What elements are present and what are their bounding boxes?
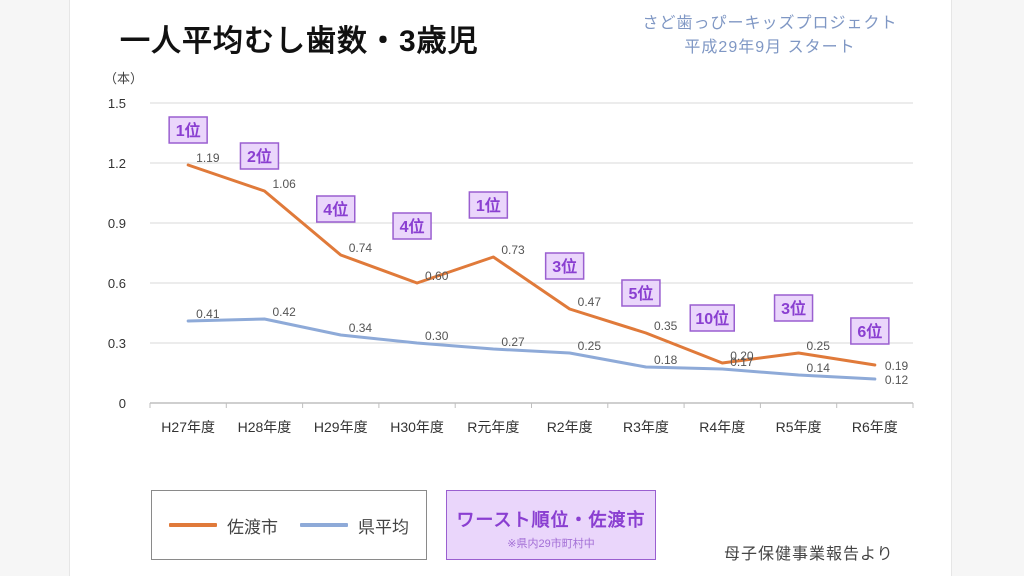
series-line-sado <box>186 163 877 367</box>
y-tick-label: 1.2 <box>108 156 126 171</box>
x-tick-label: H30年度 <box>390 419 444 435</box>
data-label-prefecture: 0.12 <box>885 373 909 387</box>
rank-badge <box>468 191 509 219</box>
rank-badge <box>316 195 356 223</box>
data-label-prefecture: 0.41 <box>196 307 220 321</box>
rank-badge <box>850 317 890 345</box>
rank-badge-label: 2位 <box>247 147 272 166</box>
legend-swatch-sado <box>169 523 217 527</box>
rank-badge <box>544 252 585 280</box>
worst-rank-subtitle: ※県内29市町村中 <box>507 538 595 550</box>
data-label-sado: 0.60 <box>425 269 449 283</box>
y-tick-label: 0.9 <box>108 216 126 231</box>
data-label-sado: 1.19 <box>196 151 220 165</box>
worst-rank-title: ワースト順位・佐渡市 <box>456 510 646 530</box>
chart-title: 一人平均むし歯数・3歳児 <box>120 25 479 58</box>
rank-badge-label: 1位 <box>476 196 501 215</box>
x-tick-label: R3年度 <box>623 419 669 435</box>
data-label-prefecture: 0.14 <box>807 361 831 375</box>
x-tick-label: R5年度 <box>776 419 822 435</box>
rank-badge <box>392 212 432 240</box>
y-axis-unit-label: （本） <box>104 71 144 86</box>
y-tick-label: 0.6 <box>108 276 126 291</box>
rank-badge <box>773 294 814 322</box>
data-label-prefecture: 0.27 <box>501 335 525 349</box>
x-tick-label: R2年度 <box>547 419 593 435</box>
rank-badge-label: 3位 <box>552 257 577 276</box>
rank-badge-label: 4位 <box>323 200 348 219</box>
data-label-prefecture: 0.34 <box>349 321 373 335</box>
data-label-prefecture: 0.18 <box>654 353 678 367</box>
data-source: 母子保健事業報告より <box>724 546 894 563</box>
legend-item-prefecture: 県平均 <box>300 513 409 538</box>
legend: 佐渡市 県平均 <box>151 490 427 560</box>
legend-label-prefecture: 県平均 <box>358 517 409 537</box>
data-label-sado: 0.35 <box>654 319 678 333</box>
x-tick-label: R6年度 <box>852 419 898 435</box>
rank-badge-label: 3位 <box>781 299 806 318</box>
x-tick-label: R4年度 <box>699 419 745 435</box>
data-label-sado: 0.47 <box>578 295 602 309</box>
x-tick-label: H28年度 <box>238 419 292 435</box>
project-caption: さど歯っぴーキッズプロジェクト 平成29年9月 スタート <box>620 12 920 60</box>
y-tick-label: 0.3 <box>108 336 126 351</box>
x-tick-label: H29年度 <box>314 419 368 435</box>
page-background <box>69 0 952 576</box>
data-label-prefecture: 0.17 <box>730 355 754 369</box>
data-label-prefecture: 0.30 <box>425 329 449 343</box>
data-label-sado: 0.74 <box>349 241 373 255</box>
project-start: 平成29年9月 スタート <box>684 39 856 56</box>
rank-badge-label: 1位 <box>176 121 201 140</box>
y-tick-label: 1.5 <box>108 96 126 111</box>
x-tick-label: R元年度 <box>467 419 519 435</box>
rank-badge <box>168 116 208 144</box>
worst-rank-note: ワースト順位・佐渡市 ※県内29市町村中 <box>446 490 656 560</box>
data-label-prefecture: 0.42 <box>272 305 296 319</box>
data-label-prefecture: 0.25 <box>578 339 602 353</box>
data-label-sado: 0.25 <box>807 339 831 353</box>
rank-badge-label: 5位 <box>628 284 653 303</box>
legend-item-sado: 佐渡市 <box>169 513 278 538</box>
rank-badge <box>239 142 280 170</box>
data-label-sado: 0.19 <box>885 359 909 373</box>
rank-badge-label: 4位 <box>400 217 425 236</box>
legend-label-sado: 佐渡市 <box>227 517 278 537</box>
series-line-prefecture <box>186 317 877 381</box>
rank-badge <box>689 304 735 332</box>
x-tick-label: H27年度 <box>161 419 215 435</box>
y-tick-label: 0 <box>119 396 126 411</box>
rank-badge <box>621 279 661 307</box>
rank-badge-label: 6位 <box>857 322 882 341</box>
data-label-sado: 1.06 <box>272 177 296 191</box>
legend-swatch-prefecture <box>300 523 348 527</box>
data-label-sado: 0.73 <box>501 243 525 257</box>
rank-badge-label: 10位 <box>695 309 729 328</box>
data-label-sado: 0.20 <box>730 349 754 363</box>
project-name: さど歯っぴーキッズプロジェクト <box>642 15 898 32</box>
